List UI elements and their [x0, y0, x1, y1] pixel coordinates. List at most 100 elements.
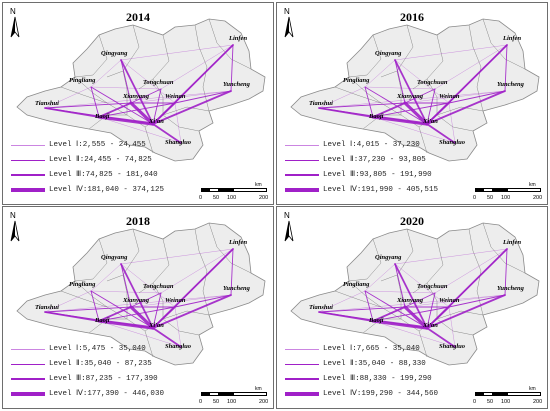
scale-ticks: 0 50 100 200 — [199, 399, 269, 407]
flow-line — [90, 86, 154, 125]
flow-line — [120, 44, 234, 61]
legend-label: Level Ⅳ:199,290 - 344,560 — [323, 390, 438, 398]
city-boundary — [426, 78, 438, 115]
flow-line — [364, 86, 436, 90]
scale-bar — [201, 188, 267, 192]
flow-line — [448, 306, 456, 348]
legend-swatch — [11, 392, 45, 396]
legend-label: Level Ⅳ:181,040 - 374,125 — [49, 186, 164, 194]
north-arrow-icon: N — [282, 211, 296, 245]
flow-legend: Level Ⅰ:4,015 - 37,230 Level Ⅱ:37,230 - 9… — [285, 138, 455, 198]
scale-tick-label: 50 — [487, 399, 494, 405]
city-boundary — [144, 330, 154, 358]
city-boundary — [418, 126, 428, 154]
flow-line — [98, 306, 176, 322]
legend-label: Level Ⅲ:87,235 - 177,390 — [49, 375, 158, 383]
city-boundary — [138, 34, 170, 90]
flow-line — [403, 101, 429, 126]
flow-line — [130, 292, 162, 308]
legend-item: Level Ⅳ:177,390 - 446,030 — [11, 387, 181, 402]
flow-line — [364, 59, 396, 88]
flow-line — [130, 294, 232, 308]
city-boundary — [162, 114, 200, 132]
legend-label: Level Ⅰ:2,555 - 24,455 — [49, 141, 146, 149]
flow-line — [98, 102, 176, 118]
flow-line — [364, 263, 396, 292]
city-boundary — [106, 228, 140, 282]
flow-line — [404, 294, 506, 308]
flow-line — [44, 102, 132, 109]
flow-line — [90, 290, 162, 294]
scale-tick-label: 200 — [259, 399, 269, 405]
flow-line — [160, 44, 234, 90]
flow-line — [426, 306, 450, 329]
flow-line — [152, 102, 176, 125]
legend-label: Level Ⅲ:88,330 - 199,290 — [323, 375, 432, 383]
flow-line — [152, 327, 182, 348]
city-boundary — [380, 228, 414, 282]
flow-line — [120, 263, 176, 308]
flow-line — [152, 294, 232, 329]
flow-line — [174, 294, 232, 308]
city-label-linfen: Linfen — [503, 35, 522, 42]
flow-line — [98, 306, 132, 322]
scale-unit: km — [529, 386, 536, 392]
flow-line — [448, 44, 508, 104]
city-boundary — [482, 222, 526, 274]
city-boundary — [88, 318, 127, 334]
flow-line — [90, 86, 100, 118]
map-svg — [290, 222, 540, 366]
flow-line — [426, 90, 506, 125]
flow-line — [90, 290, 154, 329]
city-boundary — [380, 24, 414, 78]
city-boundary — [412, 238, 444, 294]
legend-item: Level Ⅳ:199,290 - 344,560 — [285, 387, 455, 402]
city-label-baoji: Baoji — [95, 317, 110, 324]
flow-line — [318, 294, 506, 313]
legend-item: Level Ⅲ:88,330 - 199,290 — [285, 372, 455, 387]
city-label-shangluo: Shangluo — [165, 139, 192, 146]
legend-label: Level Ⅳ:191,990 - 405,515 — [323, 186, 438, 194]
flow-line — [318, 311, 374, 322]
flow-line — [120, 59, 154, 125]
flow-line — [120, 59, 132, 104]
flow-line — [318, 86, 366, 109]
city-label-pingliang: Pingliang — [69, 77, 96, 84]
city-boundary — [74, 238, 108, 282]
city-boundary — [396, 70, 402, 115]
scale-unit: km — [255, 386, 262, 392]
legend-item: Level Ⅱ:35,040 - 87,235 — [11, 357, 181, 372]
city-label-xianyang: Xianyang — [397, 93, 424, 100]
scale-ticks: 0 50 100 200 — [473, 399, 543, 407]
legend-item: Level Ⅱ:24,455 - 74,825 — [11, 153, 181, 168]
north-label: N — [10, 211, 16, 220]
scale-bar — [475, 188, 541, 192]
flow-line — [90, 290, 100, 322]
study-region — [16, 222, 266, 366]
city-label-tongchuan: Tongchuan — [143, 283, 174, 290]
flow-line — [364, 86, 428, 125]
city-boundary — [144, 126, 154, 154]
city-label-qingyang: Qingyang — [101, 254, 128, 261]
city-label-tianshui: Tianshui — [309, 304, 333, 311]
city-boundary — [162, 318, 200, 336]
legend-label: Level Ⅰ:5,475 - 35,040 — [49, 345, 146, 353]
city-label-baoji: Baoji — [369, 113, 384, 120]
flow-line — [434, 44, 508, 90]
city-boundary — [426, 282, 438, 319]
flow-line — [372, 102, 450, 118]
flow-line — [98, 116, 182, 144]
scale-tick-label: 50 — [487, 195, 494, 201]
scale-bar-segment — [492, 189, 508, 191]
map-panel-2014: 2014 N Qingyang Linfen Pingliang Tongchuan Yun… — [2, 2, 274, 205]
flow-line — [426, 327, 456, 348]
panel-year-title: 2018 — [126, 214, 150, 228]
flow-line — [44, 90, 232, 109]
flow-line — [90, 59, 122, 88]
city-boundary — [412, 34, 444, 90]
city-boundary — [362, 318, 401, 334]
legend-label: Level Ⅱ:35,040 - 87,235 — [49, 360, 152, 368]
flow-line — [174, 248, 234, 308]
flow-line — [129, 305, 155, 330]
scale-bar-segment — [202, 189, 210, 191]
